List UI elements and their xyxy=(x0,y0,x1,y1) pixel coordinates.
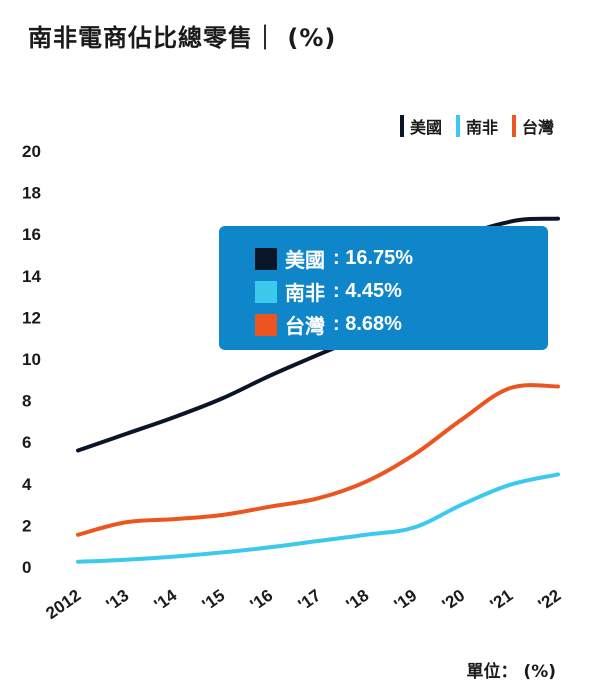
tooltip-value-us: : 16.75% xyxy=(333,247,414,269)
hover-tooltip: 美國 : 16.75% 南非 : 4.45% 台灣 : 8.68% xyxy=(219,226,548,350)
tooltip-value-south-africa: : 4.45% xyxy=(333,280,402,302)
tooltip-value-taiwan: : 8.68% xyxy=(333,313,402,335)
y-tick-label: 2 xyxy=(22,516,31,535)
x-tick-label: '20 xyxy=(439,586,469,615)
tooltip-swatch-south-africa xyxy=(255,280,277,303)
chart-title: 南非電商佔比總零售｜ (%) xyxy=(28,24,337,52)
unit-label: 單位： (%) xyxy=(466,662,557,682)
tooltip-name-south-africa: 南非 xyxy=(285,283,325,305)
y-tick-label: 18 xyxy=(22,184,41,203)
legend-swatch-taiwan xyxy=(511,115,516,137)
x-tick-label: '14 xyxy=(151,585,181,614)
legend-swatch-us xyxy=(399,115,404,137)
legend-item-us[interactable]: 美國 xyxy=(399,114,442,138)
series-line-south-africa[interactable] xyxy=(76,472,560,564)
y-tick-label: 10 xyxy=(22,350,41,369)
tooltip-swatch-taiwan xyxy=(255,313,277,336)
y-tick-label: 8 xyxy=(22,392,31,411)
x-tick-label: 2012 xyxy=(42,586,84,623)
x-tick-label: '16 xyxy=(247,586,277,615)
x-tick-label: '18 xyxy=(343,586,373,615)
y-tick-label: 20 xyxy=(22,142,41,161)
tooltip-swatch-us xyxy=(255,247,277,270)
legend-label-taiwan: 台灣 xyxy=(521,118,554,137)
tooltip-row-taiwan: 台灣 : 8.68% xyxy=(255,310,402,339)
x-tick-label: '13 xyxy=(103,586,133,615)
series-line-taiwan[interactable] xyxy=(76,383,560,537)
tooltip-row-south-africa: 南非 : 4.45% xyxy=(255,277,402,306)
y-tick-label: 16 xyxy=(22,225,41,244)
tooltip-name-us: 美國 xyxy=(285,250,325,272)
y-tick-label: 4 xyxy=(22,475,32,494)
x-tick-label: '19 xyxy=(391,586,421,615)
legend: 美國 南非 台灣 xyxy=(399,114,554,138)
x-tick-label: '17 xyxy=(295,586,325,615)
tooltip-name-taiwan: 台灣 xyxy=(285,316,325,338)
legend-item-south-africa[interactable]: 南非 xyxy=(455,114,498,138)
tooltip-row-us: 美國 : 16.75% xyxy=(255,244,413,273)
y-tick-label: 14 xyxy=(22,267,41,286)
y-tick-label: 0 xyxy=(22,558,31,577)
x-tick-label: '21 xyxy=(487,586,517,615)
legend-item-taiwan[interactable]: 台灣 xyxy=(511,114,554,138)
x-tick-label: '22 xyxy=(535,586,565,615)
legend-swatch-south-africa xyxy=(455,115,460,137)
x-tick-label: '15 xyxy=(199,586,229,615)
legend-label-south-africa: 南非 xyxy=(465,118,498,137)
y-tick-label: 6 xyxy=(22,433,31,452)
legend-label-us: 美國 xyxy=(409,118,442,137)
y-tick-label: 12 xyxy=(22,308,41,327)
